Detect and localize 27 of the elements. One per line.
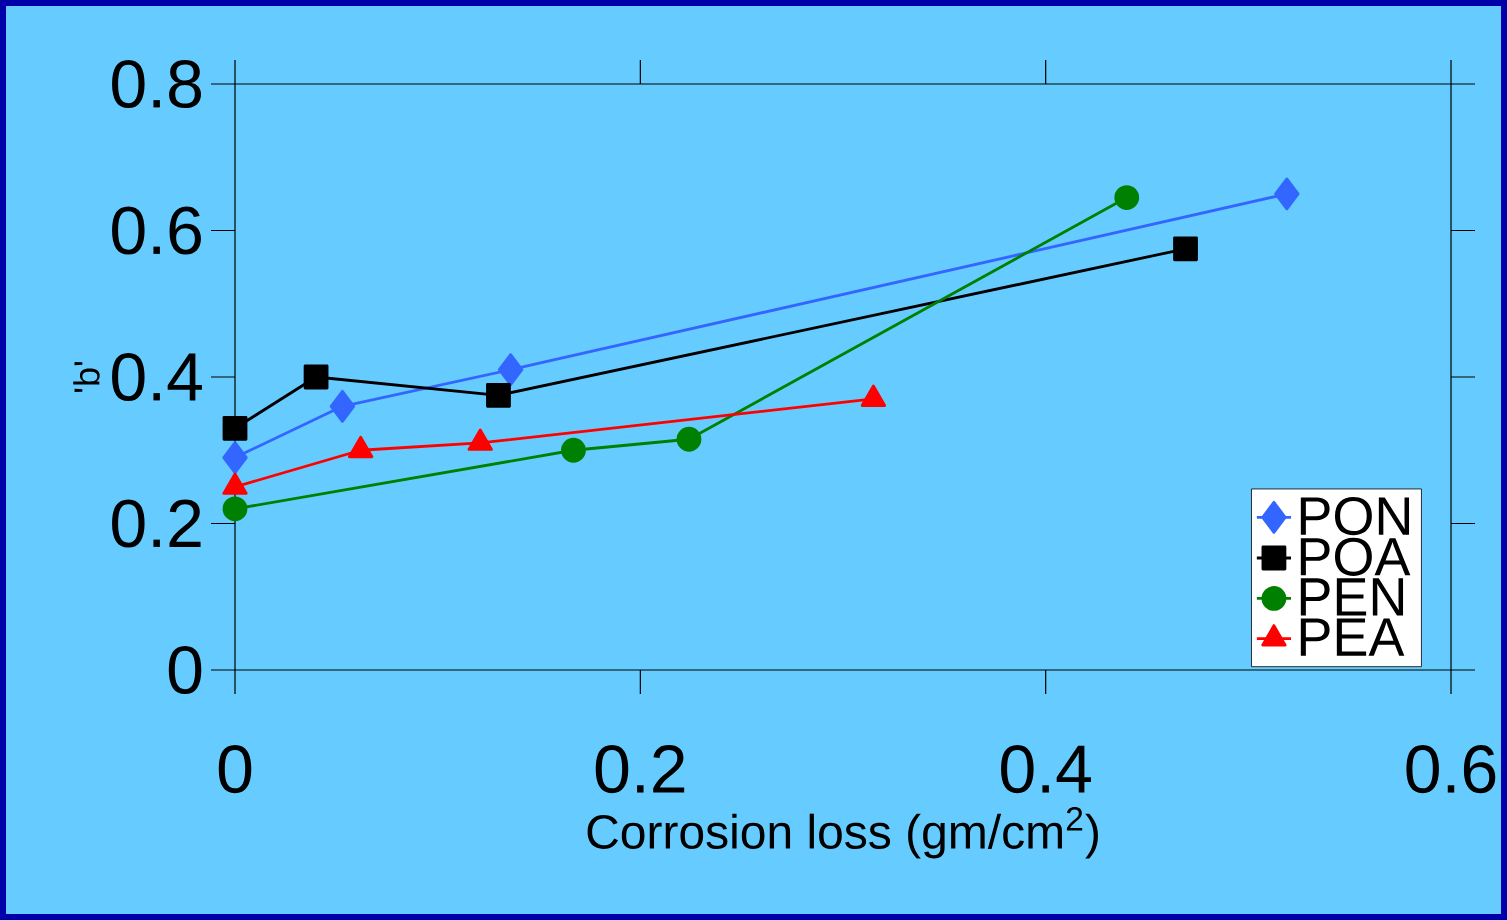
point (1114, 185, 1140, 210)
y-tick-label: 0.2 (112, 499, 201, 548)
y-axis-title: 'b' (73, 361, 100, 393)
point (1173, 236, 1198, 262)
x-tick-label: 0.2 (595, 745, 685, 794)
point (486, 382, 511, 408)
point (303, 364, 329, 390)
point (222, 496, 248, 522)
legend-label: PON (1300, 496, 1410, 536)
x-tick-label: 0.4 (1001, 745, 1091, 794)
x-tick-label: 0.6 (1406, 745, 1496, 794)
y-tick-label: 0.4 (112, 352, 202, 402)
point (1274, 177, 1300, 211)
point (676, 426, 702, 452)
x-tick-label: 0 (218, 745, 252, 794)
point (222, 415, 248, 441)
legend-label: PEN (1300, 578, 1404, 616)
point (329, 389, 356, 423)
point (561, 437, 586, 463)
legend-label: POA (1300, 537, 1411, 576)
y-tick-label: 0.6 (112, 206, 201, 255)
point (497, 353, 524, 387)
x-axis-title: Corrosion loss (gm/cm$^{2}$) (587, 806, 1098, 859)
legend-label: PEA (1300, 618, 1405, 656)
point (222, 441, 248, 474)
y-tick-label: 0 (168, 645, 202, 695)
y-tick-label: 0.8 (112, 59, 201, 109)
